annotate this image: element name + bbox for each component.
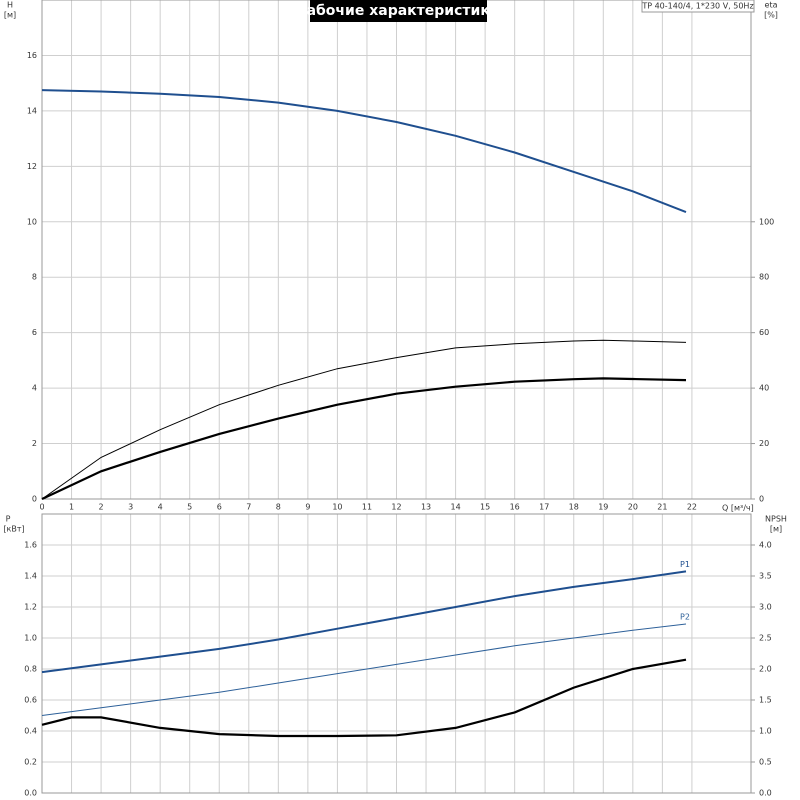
y2-tick-label: 0.5 [759,758,772,767]
y-tick-label: 1.4 [24,572,37,581]
x-tick-label: 8 [276,503,281,512]
y2-tick-label: 0.0 [759,789,772,798]
y-tick-label: 12 [27,162,37,171]
plot-frame [41,0,752,500]
y2-tick-label: 2.5 [759,634,772,643]
y-tick-label: 1.0 [24,634,37,643]
y-axis-label: P [6,515,11,524]
y-axis-label: H [7,1,13,10]
y2-tick-label: 3.5 [759,572,772,581]
y-tick-label: 0.4 [24,727,37,736]
y-axis-unit: [кВт] [3,525,24,534]
y2-axis-unit: [м] [770,525,782,534]
y2-tick-label: 2.0 [759,665,772,674]
y-tick-label: 0 [32,495,37,504]
series-label: P1 [680,560,690,569]
y-tick-label: 8 [32,273,37,282]
y2-axis-unit: [%] [764,11,778,20]
series-line [41,377,687,500]
y-tick-label: 1.6 [24,541,37,550]
x-tick-label: 12 [391,503,401,512]
x-axis-label: Q [м³/ч] [722,504,754,513]
model-box [641,0,755,13]
x-tick-label: 10 [332,503,342,512]
y2-tick-label: 1.0 [759,727,772,736]
x-tick-label: 9 [305,503,310,512]
chart-title: Рабочие характеристики [296,3,499,19]
y-tick-label: 14 [27,106,37,115]
series-line [41,570,687,674]
series-line [41,658,687,738]
x-tick-label: 13 [421,503,431,512]
series-label: P2 [680,613,690,622]
x-tick-label: 2 [99,503,104,512]
y2-tick-label: 20 [759,439,769,448]
y-tick-label: 0.2 [24,758,37,767]
y2-tick-label: 40 [759,384,769,393]
y2-tick-label: 100 [759,217,774,226]
y2-tick-label: 0 [759,495,764,504]
y2-tick-label: 3.0 [759,603,772,612]
plot-frame [41,513,752,794]
y2-axis-label: NPSH [765,515,787,524]
title-box [310,0,487,22]
y-tick-label: 6 [32,328,37,337]
model-label: TP 40-140/4, 1*230 V, 50Hz [641,2,753,11]
x-tick-label: 18 [569,503,579,512]
y-tick-label: 0.6 [24,696,37,705]
x-tick-label: 6 [217,503,222,512]
y-tick-label: 10 [27,217,37,226]
x-tick-label: 22 [687,503,697,512]
x-tick-label: 20 [628,503,638,512]
y2-axis-label: eta [765,1,778,10]
y2-tick-label: 4.0 [759,541,772,550]
series-line [41,339,687,500]
x-tick-label: 16 [510,503,520,512]
x-tick-label: 5 [187,503,192,512]
series-line [41,89,687,214]
y-tick-label: 0.8 [24,665,37,674]
series-line [41,623,687,716]
y2-tick-label: 60 [759,328,769,337]
y2-tick-label: 80 [759,273,769,282]
x-tick-label: 4 [158,503,163,512]
y-tick-label: 0.0 [24,789,37,798]
y-axis-unit: [м] [4,11,16,20]
x-tick-label: 15 [480,503,490,512]
x-tick-label: 3 [128,503,133,512]
x-tick-label: 1 [69,503,74,512]
x-tick-label: 19 [598,503,608,512]
y-tick-label: 2 [32,439,37,448]
x-tick-label: 7 [246,503,251,512]
y2-tick-label: 1.5 [759,696,772,705]
x-tick-label: 17 [539,503,549,512]
y-tick-label: 1.2 [24,603,37,612]
x-tick-label: 21 [657,503,667,512]
y-tick-label: 4 [32,384,37,393]
x-tick-label: 14 [450,503,460,512]
x-tick-label: 0 [39,503,44,512]
x-tick-label: 11 [362,503,372,512]
y-tick-label: 16 [27,51,37,60]
